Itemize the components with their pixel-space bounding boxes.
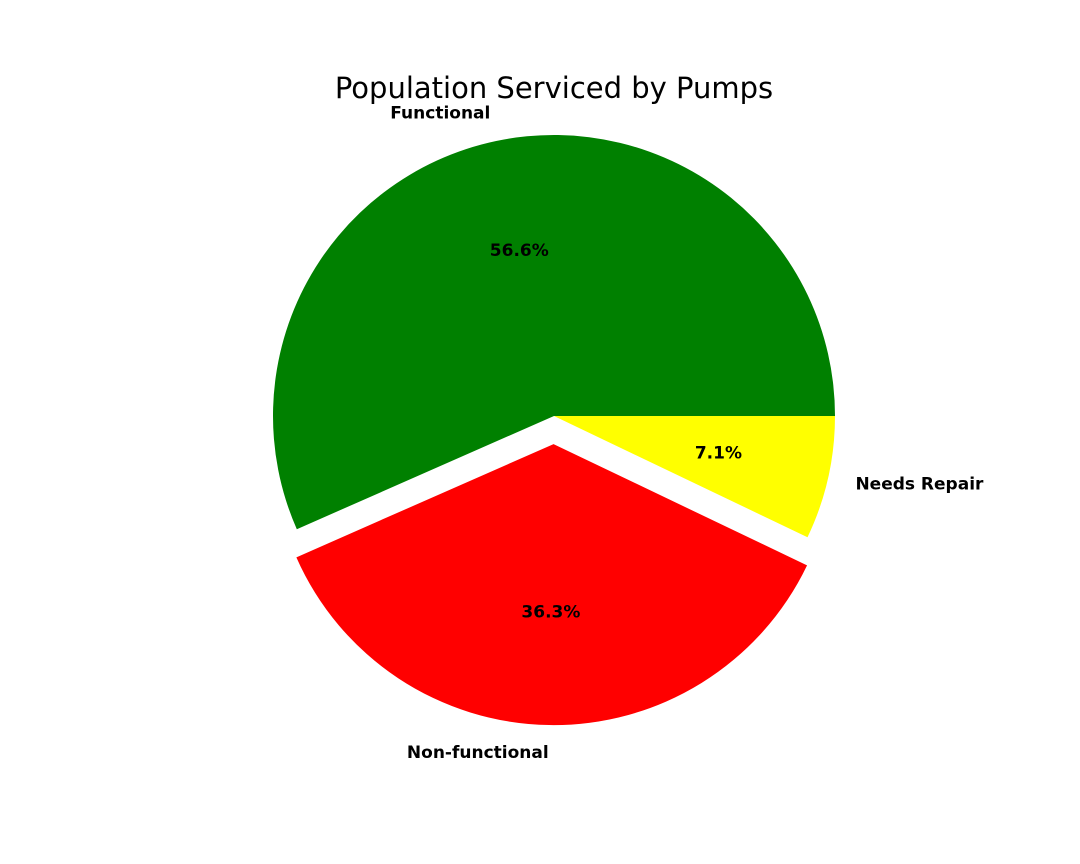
pie-slice-needs-repair: [554, 416, 835, 538]
pie-slice-functional: [273, 135, 835, 530]
slice-label-functional: Functional: [390, 104, 490, 124]
pct-label-needs-repair: 7.1%: [695, 443, 742, 463]
slice-label-needs-repair: Needs Repair: [855, 474, 984, 494]
chart-title: Population Serviced by Pumps: [335, 71, 773, 105]
pie-labels: Functional 56.6% Non-functional 36.3% Needs …: [390, 104, 984, 764]
pct-label-non-functional: 36.3%: [521, 603, 580, 623]
pie-slices: [273, 135, 835, 726]
pct-label-functional: 56.6%: [490, 241, 549, 261]
slice-label-non-functional: Non-functional: [407, 743, 549, 763]
pie-slice-non-functional: [296, 444, 808, 726]
